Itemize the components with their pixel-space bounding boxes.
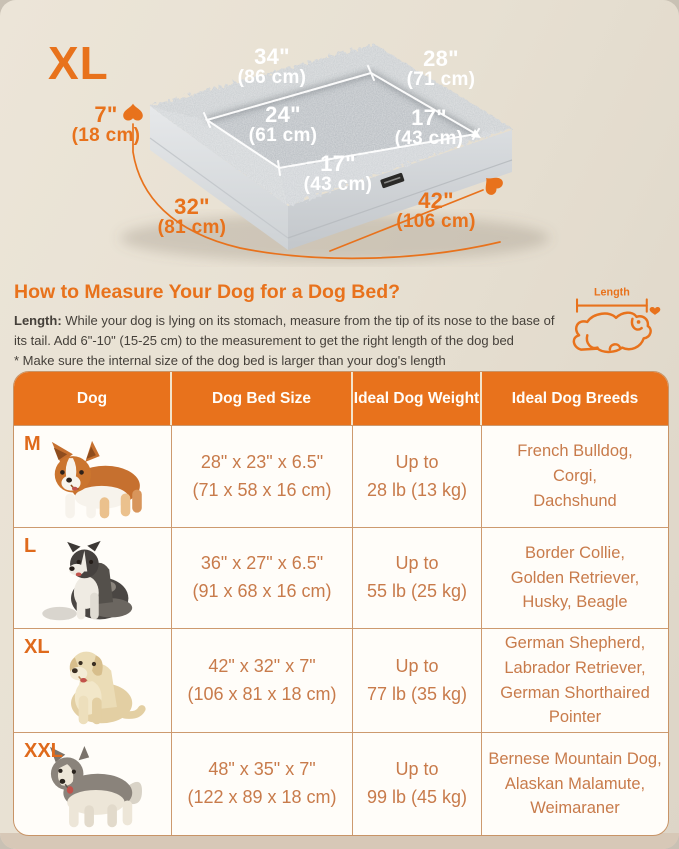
border-collie-photo: [41, 540, 132, 621]
row-size-label: L: [24, 535, 37, 557]
table-cell-weight: Up to 77 lb (35 kg): [353, 628, 482, 732]
dim-metric: (43 cm): [303, 174, 373, 196]
length-icon-label: Length: [594, 286, 630, 298]
table-cell-breeds: German Shepherd, Labrador Retriever, Ger…: [482, 628, 668, 732]
corgi-photo: [51, 440, 142, 518]
size-cm: (71 x 58 x 16 cm): [192, 479, 332, 500]
weight-up-to: Up to: [395, 451, 439, 472]
weight-up-to: Up to: [395, 553, 439, 574]
breeds-list: French Bulldog, Corgi, Dachshund: [517, 442, 633, 510]
dim-metric: (71 cm): [406, 69, 476, 91]
table-cell-weight: Up to 99 lb (45 kg): [353, 732, 482, 835]
measure-body: Length: While your dog is lying on its s…: [14, 311, 570, 350]
dim-metric: (18 cm): [71, 125, 141, 147]
dog-bed-diagram: [120, 44, 550, 262]
size-inches: 42" x 32" x 7": [208, 655, 316, 676]
dim-height: 7" (18 cm): [41, 102, 171, 147]
table-cell-breeds: Bernese Mountain Dog, Alaskan Malamute, …: [482, 732, 668, 835]
dog-outline: [572, 311, 652, 354]
dim-base-length: 42" (106 cm): [371, 188, 501, 233]
heart-icon: [649, 307, 661, 315]
table-cell-size: 36" x 27" x 6.5" (91 x 68 x 16 cm): [172, 527, 353, 628]
dim-metric: (43 cm): [394, 128, 464, 150]
size-cm: (106 x 81 x 18 cm): [187, 683, 337, 704]
size-cm: (91 x 68 x 16 cm): [192, 581, 332, 601]
column-header-dog: Dog: [14, 372, 172, 425]
dim-metric: (61 cm): [248, 125, 318, 147]
dim-metric: (81 cm): [157, 217, 227, 239]
table-row-xxl-dog-cell: XXL: [14, 732, 172, 835]
dim-value: 34": [254, 44, 290, 69]
dim-right-depth: 28" (71 cm): [376, 46, 506, 91]
outer-dimension-lines: [132, 123, 501, 260]
brand-tag: [380, 172, 405, 189]
dim-value: 32": [174, 194, 210, 219]
table-cell-breeds: Border Collie, Golden Retriever, Husky, …: [482, 527, 668, 628]
size-cm: (122 x 89 x 18 cm): [187, 787, 337, 807]
measure-heading: How to Measure Your Dog for a Dog Bed?: [14, 281, 401, 303]
table-row-xl-dog-cell: XL: [14, 628, 172, 732]
breeds-list: Bernese Mountain Dog, Alaskan Malamute, …: [488, 749, 662, 818]
row-size-label: XXL: [24, 740, 63, 762]
table-cell-size: 48" x 35" x 7" (122 x 89 x 18 cm): [172, 732, 353, 835]
table-cell-size: 42" x 32" x 7" (106 x 81 x 18 cm): [172, 628, 353, 732]
breeds-list: Border Collie, Golden Retriever, Husky, …: [510, 543, 640, 612]
dim-top-width: 34" (86 cm): [207, 44, 337, 89]
size-inches: 36" x 27" x 6.5": [200, 553, 324, 574]
dim-front-width: 17" (43 cm): [273, 151, 403, 196]
bed-shadow: [120, 214, 550, 262]
weight-value: 99 lb (45 kg): [366, 787, 468, 807]
table-cell-weight: Up to 28 lb (13 kg): [353, 425, 482, 527]
dim-value: 42": [418, 188, 454, 213]
measure-section: How to Measure Your Dog for a Dog Bed? L…: [14, 281, 574, 371]
dim-value: 24": [265, 102, 301, 127]
bed-foam-base: [149, 106, 513, 250]
bed-size-label: XL: [48, 37, 109, 89]
dim-inner-width: 24" (61 cm): [218, 102, 348, 147]
dim-base-width: 32" (81 cm): [127, 194, 257, 239]
measure-body-text: While your dog is lying on its stomach, …: [14, 313, 555, 348]
column-header-breeds: Ideal Dog Breeds: [482, 372, 668, 425]
dim-value: 17": [320, 151, 356, 176]
weight-up-to: Up to: [395, 759, 439, 780]
row-size-label: M: [24, 433, 41, 455]
dim-value: 28": [423, 46, 459, 71]
column-header-weight: Ideal Dog Weight: [353, 372, 482, 425]
length-label: Length:: [14, 313, 62, 328]
weight-up-to: Up to: [395, 655, 439, 676]
measure-note: * Make sure the internal size of the dog…: [14, 353, 446, 368]
table-cell-weight: Up to 55 lb (25 kg): [353, 527, 482, 628]
dimension-arrowhead: [471, 129, 481, 138]
bottom-strip: [0, 833, 679, 849]
dim-metric: (86 cm): [237, 67, 307, 89]
size-inches: 28" x 23" x 6.5": [200, 451, 324, 472]
column-header-bed-size: Dog Bed Size: [172, 372, 353, 425]
dim-metric: (106 cm): [396, 211, 476, 233]
breeds-list: German Shepherd, Labrador Retriever, Ger…: [500, 634, 650, 727]
weight-value: 77 lb (35 kg): [366, 683, 468, 704]
dim-inner-depth: 17" (43 cm): [364, 105, 494, 150]
row-size-label: XL: [24, 636, 50, 658]
size-table: Dog Dog Bed Size Ideal Dog Weight Ideal …: [13, 371, 669, 836]
dim-value: 7": [94, 102, 118, 127]
bed-plush-top: [150, 44, 512, 206]
weight-value: 55 lb (25 kg): [366, 581, 468, 601]
table-row-m-dog-cell: M: [14, 425, 172, 527]
table-cell-size: 28" x 23" x 6.5" (71 x 58 x 16 cm): [172, 425, 353, 527]
labrador-photo: [69, 651, 146, 724]
weight-value: 28 lb (13 kg): [366, 479, 468, 500]
table-row-l-dog-cell: L: [14, 527, 172, 628]
table-cell-breeds: French Bulldog, Corgi, Dachshund: [482, 425, 668, 527]
size-inches: 48" x 35" x 7": [208, 759, 316, 780]
measuring-dog-icon: Length: [572, 286, 661, 354]
dim-value: 17": [411, 105, 447, 130]
malamute-photo: [49, 745, 142, 828]
